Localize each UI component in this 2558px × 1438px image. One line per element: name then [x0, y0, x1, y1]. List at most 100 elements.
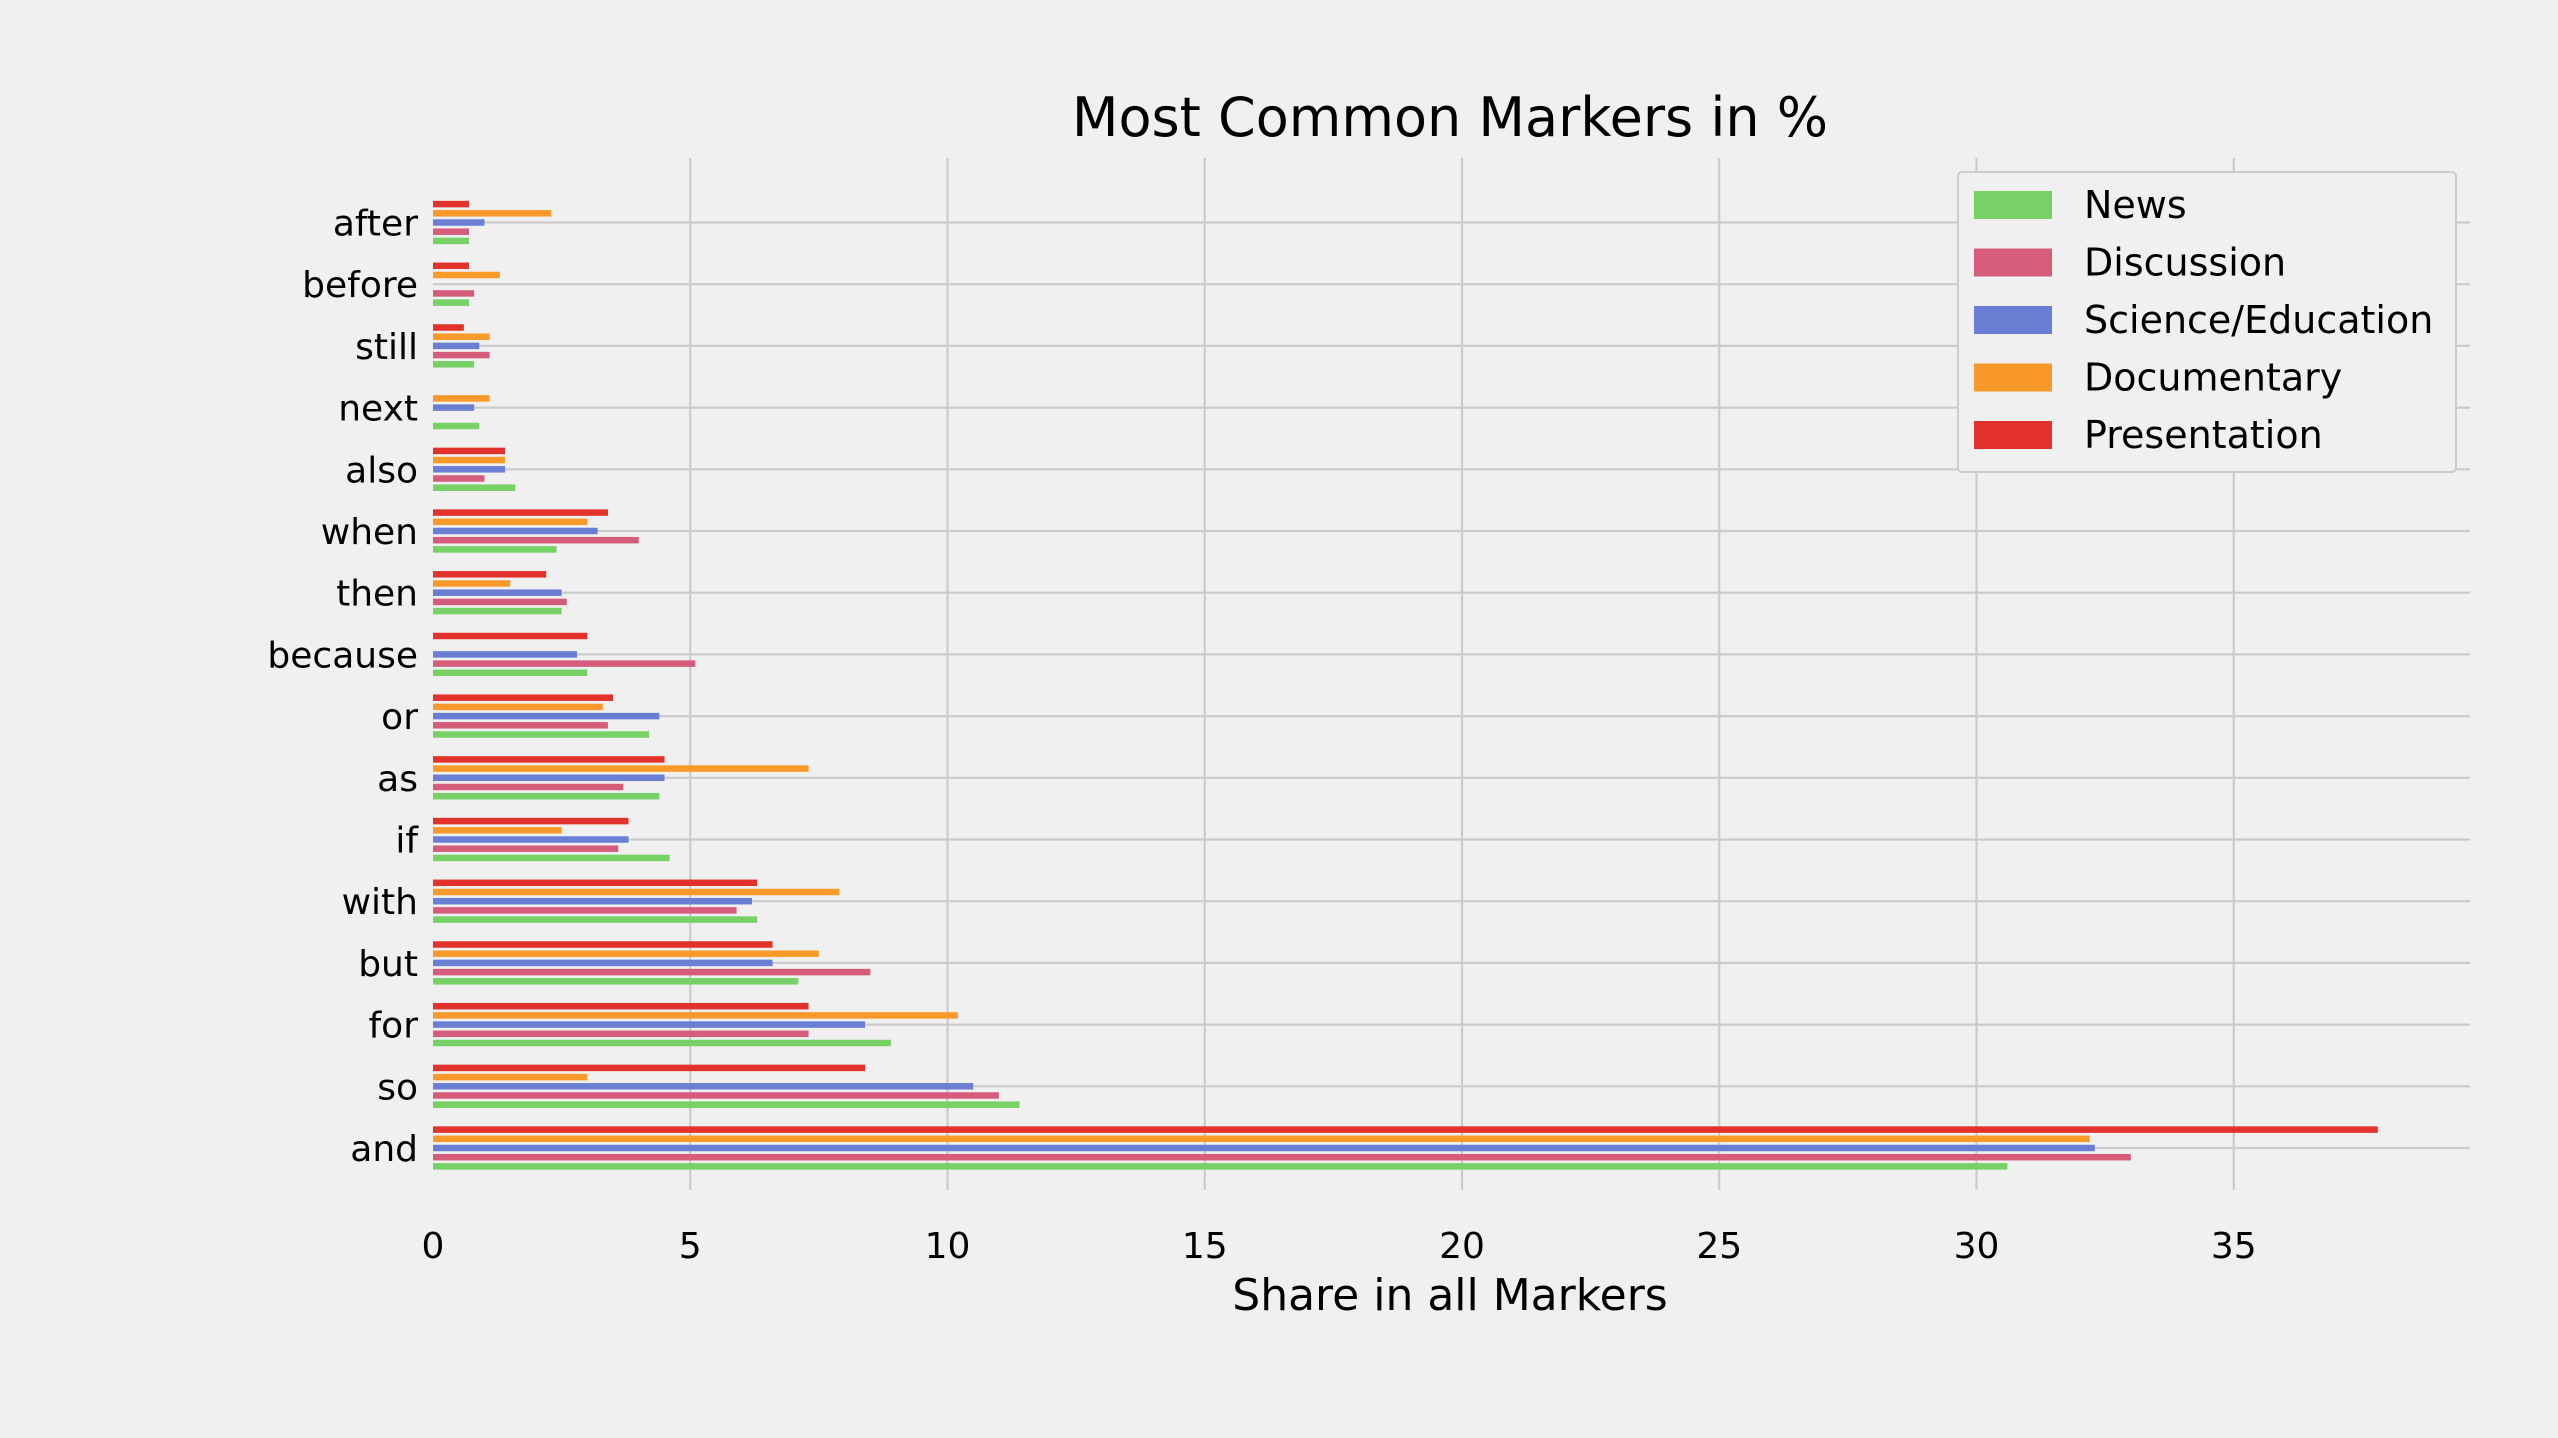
bar — [433, 475, 485, 482]
bar — [433, 1064, 866, 1072]
bar — [433, 950, 819, 957]
x-tick-label: 10 — [925, 1226, 971, 1267]
legend-label: Documentary — [2084, 356, 2342, 400]
bar — [433, 404, 475, 411]
bars — [433, 200, 2378, 1170]
bar — [433, 669, 588, 677]
y-tick-label: then — [336, 574, 418, 615]
bar — [433, 792, 660, 800]
bar — [433, 598, 567, 606]
bar — [433, 1153, 2131, 1161]
bar — [433, 262, 470, 270]
y-tick-label: but — [358, 944, 418, 985]
bar — [433, 774, 665, 782]
bar — [433, 589, 562, 596]
bar — [433, 854, 670, 862]
x-tick-label: 25 — [1696, 1226, 1742, 1267]
bar — [433, 210, 552, 217]
x-tick-label: 35 — [2211, 1226, 2257, 1267]
bar — [433, 1002, 809, 1010]
bar — [433, 783, 624, 791]
bar — [433, 324, 464, 331]
bar — [433, 1039, 891, 1047]
bar — [433, 361, 475, 368]
bar — [433, 1073, 588, 1081]
y-tick-label: before — [302, 265, 418, 306]
legend-swatch — [1974, 421, 2052, 449]
legend-label: News — [2084, 183, 2187, 227]
y-tick-label: if — [395, 821, 419, 862]
y-tick-label: so — [377, 1067, 418, 1108]
bar — [433, 978, 799, 985]
bar — [433, 1126, 2378, 1133]
x-tick-label: 15 — [1182, 1226, 1228, 1267]
bar — [433, 351, 490, 359]
bar — [433, 571, 547, 578]
bar — [433, 518, 588, 526]
y-tick-label: after — [333, 204, 418, 245]
bar — [433, 342, 480, 350]
bar — [433, 941, 773, 948]
x-tick-label: 30 — [1954, 1226, 2000, 1267]
bar — [433, 907, 737, 914]
legend-frame — [1957, 171, 2457, 473]
y-tick-label: and — [350, 1129, 418, 1170]
x-tick-label: 5 — [679, 1226, 702, 1267]
bar — [433, 1030, 809, 1038]
y-tick-label: when — [321, 512, 418, 553]
x-axis-label: Share in all Markers — [1232, 1270, 1667, 1321]
y-tick-label: because — [267, 635, 418, 676]
y-tick-label: next — [338, 389, 418, 430]
legend-label: Discussion — [2084, 241, 2286, 285]
bar — [433, 722, 608, 729]
bar — [433, 607, 562, 615]
bar — [433, 200, 470, 208]
bar — [433, 456, 506, 464]
bar — [433, 299, 470, 306]
legend-swatch — [1974, 306, 2052, 334]
bar — [433, 1101, 1020, 1108]
bar — [433, 422, 480, 430]
bar — [433, 237, 470, 245]
bar — [433, 219, 485, 226]
bar — [433, 845, 619, 852]
bar — [433, 632, 588, 640]
legend-swatch — [1974, 191, 2052, 219]
bar — [433, 228, 470, 235]
bar — [433, 765, 809, 772]
bar — [433, 1012, 958, 1019]
y-tick-label: for — [369, 1006, 419, 1047]
legend-swatch — [1974, 248, 2052, 277]
y-tick-label: as — [377, 759, 418, 800]
bar — [433, 836, 629, 843]
bar — [433, 271, 500, 279]
y-tick-label: or — [381, 697, 418, 738]
x-tick-label: 20 — [1439, 1226, 1485, 1267]
bar — [433, 447, 506, 455]
y-tick-label: with — [342, 882, 418, 923]
chart-title: Most Common Markers in % — [1072, 86, 1828, 149]
bar — [433, 484, 516, 491]
bar — [433, 968, 871, 976]
bar — [433, 703, 603, 711]
y-tick-label: also — [345, 450, 418, 491]
bar — [433, 731, 650, 738]
bar — [433, 660, 696, 667]
bar — [433, 916, 758, 923]
bar — [433, 712, 660, 720]
bar — [433, 1163, 2008, 1170]
bar — [433, 580, 511, 587]
bar — [433, 888, 840, 896]
bar — [433, 817, 629, 825]
bar — [433, 1135, 2090, 1143]
legend-label: Science/Education — [2084, 298, 2433, 342]
bar — [433, 827, 562, 834]
bar — [433, 897, 752, 905]
bar — [433, 290, 475, 297]
bar — [433, 1021, 866, 1028]
y-tick-labels: and so for but with if as or because then when also… — [267, 204, 419, 1171]
y-tick-label: still — [355, 327, 418, 368]
bar — [433, 536, 639, 544]
x-tick-labels: 0 5 10 15 20 25 30 35 — [422, 1226, 2257, 1267]
